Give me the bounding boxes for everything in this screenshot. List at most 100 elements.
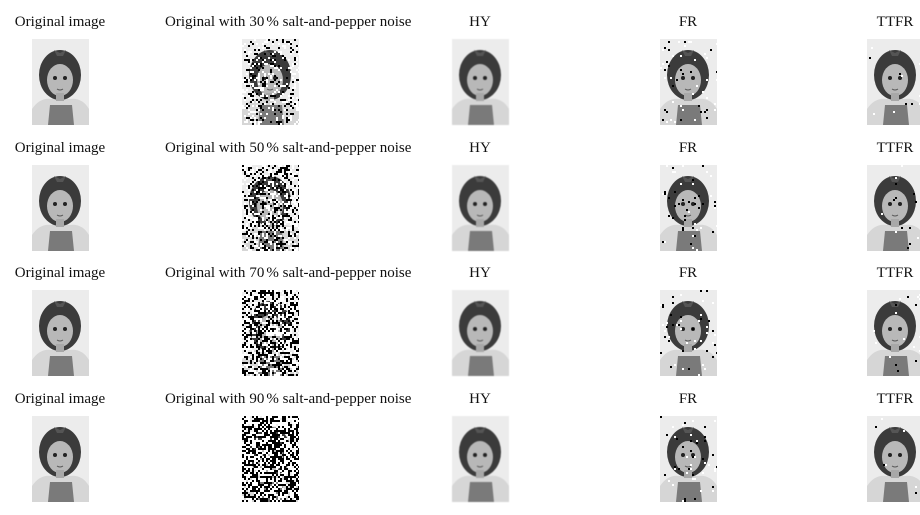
photo-shape — [258, 225, 260, 227]
photo-shape — [260, 422, 262, 424]
photo-shape — [270, 436, 272, 438]
photo-shape — [292, 432, 294, 434]
photo-shape — [270, 199, 272, 201]
photo-shape — [270, 450, 272, 452]
photo-shape — [276, 374, 278, 376]
photo-shape — [286, 424, 288, 426]
photo-shape — [891, 219, 899, 227]
photo-shape — [288, 235, 290, 237]
photo-shape — [895, 312, 897, 314]
photo-shape — [252, 352, 254, 354]
photo-shape — [268, 482, 270, 484]
photo-shape — [248, 498, 250, 500]
photo-shape — [242, 344, 244, 346]
photo-shape — [256, 488, 258, 490]
photo-shape — [298, 488, 299, 490]
photo-shape — [270, 193, 272, 195]
photo-shape — [256, 426, 258, 428]
photo-shape — [242, 498, 244, 500]
photo-shape — [286, 428, 288, 430]
photo-shape — [290, 247, 292, 249]
photo-shape — [676, 231, 702, 251]
photo-shape — [256, 484, 258, 486]
photo-shape — [262, 448, 264, 450]
photo-shape — [284, 464, 286, 466]
photo-shape — [889, 356, 891, 358]
cell-ttfr: TTFR — [790, 13, 920, 125]
photo-shape — [256, 294, 258, 296]
photo-shape — [294, 348, 296, 350]
photo-shape — [272, 360, 274, 362]
photo-shape — [296, 69, 298, 71]
photo-shape — [272, 428, 274, 430]
photo-shape — [268, 426, 270, 428]
photo-shape — [292, 454, 294, 456]
photo-shape — [280, 366, 282, 368]
cell-noisy: Original with70% salt-and-pepper noise — [165, 264, 375, 376]
photo-shape — [254, 474, 256, 476]
photo-shape — [274, 374, 276, 376]
photo-shape — [262, 233, 264, 235]
photo-shape — [274, 326, 276, 328]
photo-shape — [280, 360, 282, 362]
photo-shape — [670, 77, 672, 79]
photo-shape — [254, 179, 256, 181]
photo-shape — [278, 43, 280, 45]
photo-shape — [258, 424, 260, 426]
photo-shape — [282, 458, 284, 460]
panel-label: Original with90% salt-and-pepper noise — [165, 390, 375, 408]
photo-shape — [246, 486, 248, 488]
photo-shape — [246, 452, 248, 454]
cell-fr: FR — [583, 264, 793, 376]
photo-shape — [248, 468, 250, 470]
photo-shape — [258, 235, 260, 237]
photo-shape — [294, 426, 296, 428]
photo-shape — [268, 306, 270, 308]
photo-shape — [266, 95, 268, 97]
photo-shape — [288, 298, 290, 300]
photo-shape — [294, 366, 296, 368]
photo-shape — [288, 488, 290, 490]
photo-shape — [266, 247, 268, 249]
photo-shape — [294, 420, 296, 422]
photo-shape — [274, 290, 276, 292]
photo-shape — [692, 478, 694, 480]
photo-shape — [662, 63, 664, 65]
photo-shape — [270, 498, 272, 500]
photo-shape — [296, 107, 298, 109]
photo-shape — [282, 416, 284, 418]
photo-shape — [48, 231, 74, 251]
photo-shape — [278, 460, 280, 462]
photo-shape — [292, 462, 294, 464]
photo-shape — [254, 330, 256, 332]
photo-shape — [274, 312, 276, 314]
photo-shape — [254, 486, 256, 488]
photo-shape — [296, 171, 298, 173]
photo-shape — [264, 326, 266, 328]
photo-shape — [252, 480, 254, 482]
photo-shape — [298, 201, 299, 203]
label-text: Original with — [165, 14, 245, 30]
photo-shape — [260, 63, 262, 65]
photo-shape — [266, 354, 268, 356]
photo-shape — [242, 193, 244, 195]
photo-shape — [274, 354, 276, 356]
photo-shape — [262, 328, 264, 330]
photo-shape — [292, 185, 294, 187]
photo-shape — [250, 458, 252, 460]
photo-shape — [282, 175, 284, 177]
photo-shape — [260, 193, 262, 195]
photo-shape — [280, 169, 282, 171]
photo-shape — [282, 430, 284, 432]
photo-shape — [284, 500, 286, 502]
photo-shape — [288, 326, 290, 328]
photo-shape — [250, 318, 252, 320]
cell-noisy: Original with50% salt-and-pepper noise — [165, 139, 375, 251]
photo-shape — [290, 458, 292, 460]
photo-shape — [272, 334, 274, 336]
photo-shape — [256, 334, 258, 336]
photo-shape — [292, 494, 294, 496]
photo-shape — [256, 109, 258, 111]
photo-shape — [296, 432, 298, 434]
photo-shape — [250, 356, 252, 358]
